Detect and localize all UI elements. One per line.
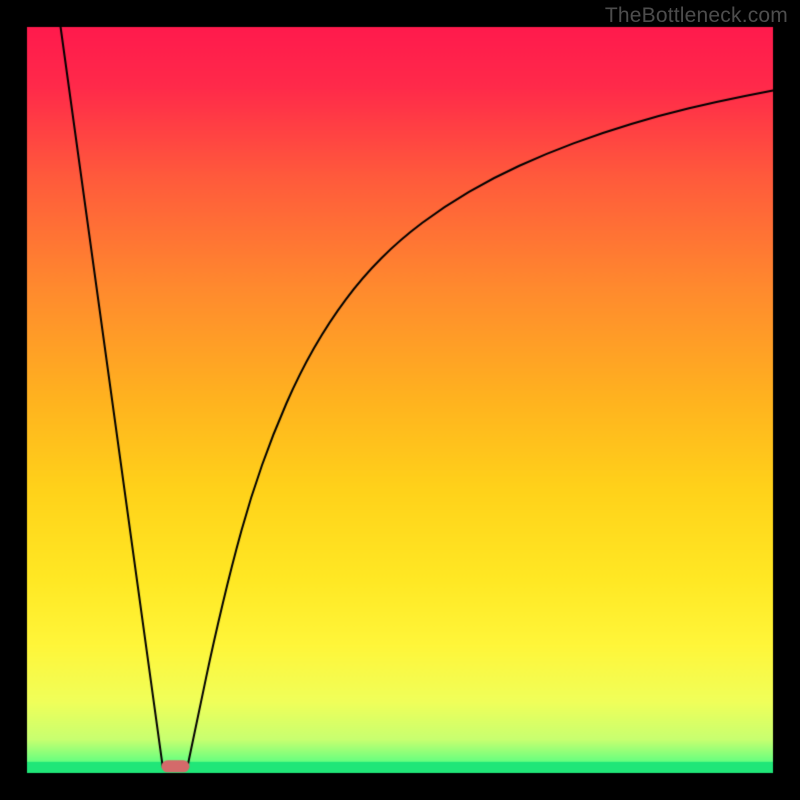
figure-root: TheBottleneck.com (0, 0, 800, 800)
source-watermark: TheBottleneck.com (605, 4, 788, 28)
bottleneck-gradient-chart (0, 0, 800, 800)
